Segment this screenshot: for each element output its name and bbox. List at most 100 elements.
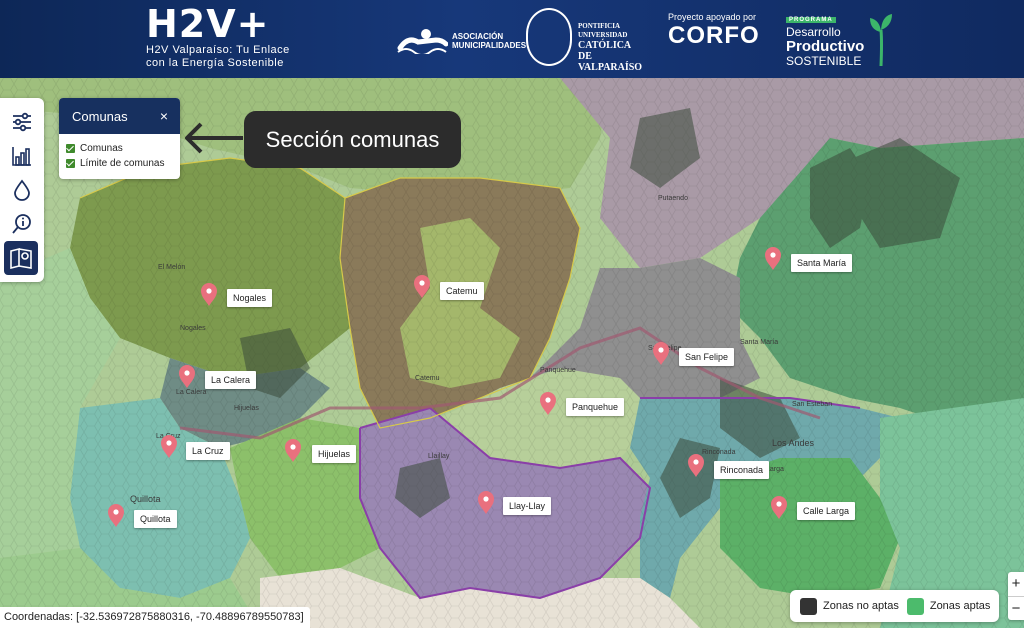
- sprout-icon: [870, 14, 892, 67]
- sponsor-dps-logo: PROGRAMA Desarrollo Productivo SOSTENIBL…: [786, 8, 900, 70]
- marker-label-quillota[interactable]: Quillota: [134, 510, 177, 528]
- marker-dot: [545, 397, 551, 403]
- map-marker-pin-icon[interactable]: [108, 504, 124, 527]
- legend-label-aptas: Zonas aptas: [929, 600, 991, 612]
- marker-label-san-felipe[interactable]: San Felipe: [679, 348, 735, 366]
- zoom-in-button[interactable]: +: [1008, 572, 1024, 597]
- marker-dot: [166, 440, 172, 446]
- brand-logo: H2V+: [146, 2, 270, 46]
- place-label: Putaendo: [658, 195, 688, 202]
- map-marker-pin-icon[interactable]: [653, 342, 669, 365]
- marker-dot: [290, 444, 296, 450]
- checkbox-label: Límite de comunas: [80, 158, 165, 169]
- corfo-name: CORFO: [668, 22, 760, 49]
- university-seal-icon: [526, 8, 572, 66]
- commune-boundaries: [359, 397, 861, 600]
- puc-line-3: CATÓLICA DE: [578, 40, 631, 62]
- place-label: Los Andes: [772, 438, 815, 448]
- map-marker-pin-icon[interactable]: [201, 283, 217, 306]
- marker-dot: [776, 501, 782, 507]
- water-drop-icon[interactable]: [8, 176, 36, 204]
- legend-swatch-aptas: [906, 597, 924, 615]
- marker-dot: [483, 496, 489, 502]
- coordinates-readout: Coordenadas: [-32.536972875880316, -70.4…: [0, 607, 310, 628]
- highway-road: [179, 326, 821, 440]
- marker-dot: [206, 288, 212, 294]
- place-label: Larga: [766, 466, 784, 473]
- close-icon[interactable]: ×: [159, 108, 168, 124]
- panel-header: Comunas ×: [59, 98, 180, 134]
- app-header: H2V+ H2V Valparaíso: Tu Enlace con la En…: [0, 0, 1024, 78]
- marker-label-panquehue[interactable]: Panquehue: [566, 398, 625, 416]
- place-label: Panquehue: [540, 367, 576, 374]
- zoom-control: + −: [1008, 572, 1024, 620]
- place-label: Santa María: [740, 339, 778, 346]
- marker-label-santa-maria[interactable]: Santa María: [791, 254, 853, 272]
- map-marker-pin-icon[interactable]: [771, 496, 787, 519]
- municipalidades-text: ASOCIACIÓN MUNICIPALIDADES: [452, 32, 527, 50]
- marker-dot: [419, 280, 425, 286]
- place-label: La Calera: [176, 389, 206, 396]
- brand-subtitle-1: H2V Valparaíso: Tu Enlace: [146, 44, 290, 56]
- marker-label-la-cruz[interactable]: La Cruz: [186, 442, 230, 460]
- marker-label-calle-larga[interactable]: Calle Larga: [797, 502, 856, 520]
- place-label: San Esteban: [792, 401, 832, 408]
- panel-title: Comunas: [72, 108, 128, 124]
- place-label: Llaillay: [428, 453, 450, 460]
- marker-dot: [184, 370, 190, 376]
- puc-line-2: UNIVERSIDAD: [578, 31, 628, 39]
- brand[interactable]: H2V+ H2V Valparaíso: Tu Enlace con la En…: [146, 4, 290, 70]
- map-marker-pin-icon[interactable]: [540, 392, 556, 415]
- search-info-icon[interactable]: [8, 210, 36, 238]
- marker-label-nogales[interactable]: Nogales: [227, 289, 273, 307]
- puc-line-4: VALPARAÍSO: [578, 62, 643, 73]
- marker-label-hijuelas[interactable]: Hijuelas: [312, 445, 357, 463]
- sliders-icon[interactable]: [8, 108, 36, 136]
- legend-swatch-no-aptas: [800, 597, 817, 615]
- map-marker-pin-icon[interactable]: [765, 247, 781, 270]
- sponsor-pucv-logo: PONTIFICIA UNIVERSIDAD CATÓLICA DE VALPA…: [526, 8, 646, 73]
- marker-dot: [693, 459, 699, 465]
- place-label: Nogales: [180, 325, 206, 332]
- marker-label-la-calera[interactable]: La Calera: [205, 371, 257, 389]
- marker-label-catemu[interactable]: Catemu: [440, 282, 484, 300]
- swimmer-wave-icon: [397, 29, 448, 54]
- checkbox-limite-comunas[interactable]: Límite de comunas: [66, 156, 180, 171]
- marker-label-rinconada[interactable]: Rinconada: [714, 461, 770, 479]
- dps-tag: PROGRAMA: [786, 17, 836, 23]
- comunas-panel: Comunas × Comunas Límite de comunas: [59, 98, 180, 179]
- map-legend: Zonas no aptas Zonas aptas: [790, 590, 999, 622]
- sponsor-corfo-logo: Proyecto apoyado por CORFO: [668, 12, 760, 50]
- checkbox-comunas[interactable]: Comunas: [66, 141, 180, 156]
- marker-label-llay-llay[interactable]: Llay-Llay: [503, 497, 552, 515]
- checkbox-checked-icon[interactable]: [66, 144, 75, 153]
- map-book-icon[interactable]: [4, 241, 38, 275]
- zoom-out-button[interactable]: −: [1011, 600, 1021, 617]
- marker-pins[interactable]: [108, 247, 787, 527]
- checkbox-checked-icon[interactable]: [66, 159, 75, 168]
- dps-line-1: Desarrollo: [786, 25, 841, 39]
- dps-line-3: SOSTENIBLE: [786, 54, 862, 68]
- place-label: Catemu: [415, 375, 440, 382]
- bar-chart-icon[interactable]: [8, 142, 36, 170]
- checkbox-label: Comunas: [80, 143, 123, 154]
- marker-dot: [658, 347, 664, 353]
- map-marker-pin-icon[interactable]: [161, 435, 177, 458]
- place-label: Hijuelas: [234, 405, 259, 412]
- marker-dot: [770, 252, 776, 258]
- corfo-caption: Proyecto apoyado por: [668, 12, 757, 22]
- tool-sidebar: [0, 98, 44, 282]
- map-marker-pin-icon[interactable]: [414, 275, 430, 298]
- puc-line-1: PONTIFICIA: [578, 22, 621, 30]
- callout-seccion-comunas: Sección comunas: [244, 111, 461, 168]
- map-marker-pin-icon[interactable]: [688, 454, 704, 477]
- marker-dot: [113, 509, 119, 515]
- map-marker-pin-icon[interactable]: [285, 439, 301, 462]
- place-label: Quillota: [130, 494, 161, 504]
- map-marker-pin-icon[interactable]: [478, 491, 494, 514]
- place-label: El Melón: [158, 264, 185, 271]
- dps-line-2: Productivo: [786, 38, 865, 55]
- sponsor-municipalidades-logo: ASOCIACIÓN MUNICIPALIDADES: [396, 14, 526, 62]
- brand-subtitle-2: con la Energía Sostenible: [146, 57, 284, 69]
- map-marker-pin-icon[interactable]: [179, 365, 195, 388]
